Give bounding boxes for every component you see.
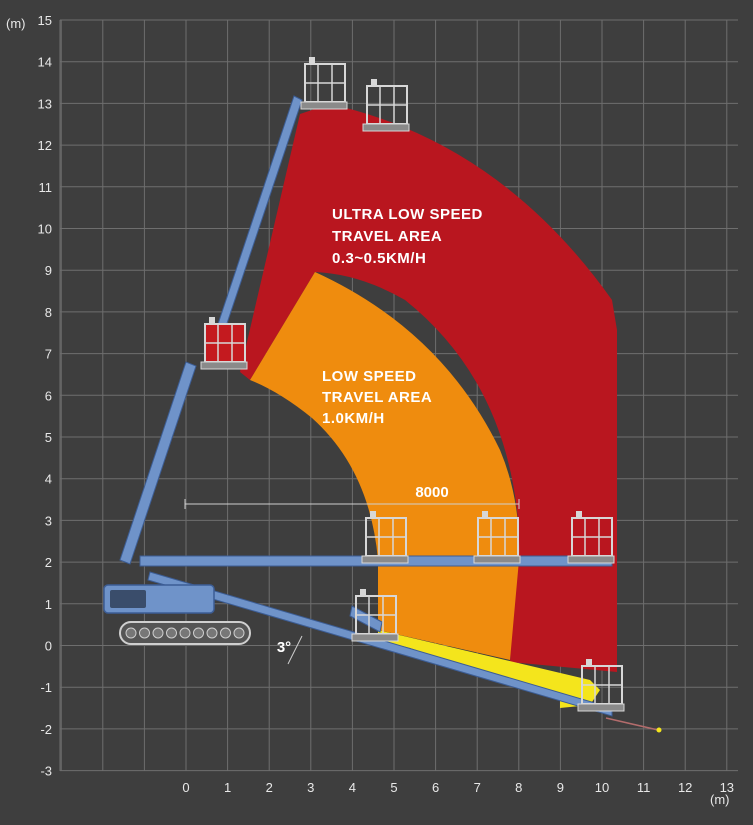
x-axis-ticks: 0 1 2 3 4 5 6 7 8 9 10 11 12 13 [182, 780, 734, 795]
y-tick-label: 12 [38, 138, 52, 153]
ultra-low-zone-label-line3: 0.3~0.5KM/H [332, 250, 426, 267]
y-tick-label: 5 [45, 430, 52, 445]
y-tick-label: 0 [45, 639, 52, 654]
basket-icon [362, 79, 410, 132]
y-tick-label: 1 [45, 597, 52, 612]
x-tick-label: 11 [637, 780, 651, 795]
x-tick-label: 4 [349, 780, 356, 795]
y-tick-label: 9 [45, 263, 52, 278]
ultra-low-speed-zone [240, 104, 617, 672]
y-tick-label: -3 [40, 764, 52, 779]
basket-icon [567, 511, 615, 564]
angle-marker [287, 635, 303, 665]
y-tick-label: 7 [45, 347, 52, 362]
y-tick-label: 4 [45, 472, 52, 487]
x-tick-label: 0 [182, 780, 189, 795]
y-tick-label: 3 [45, 513, 52, 528]
basket-icon [473, 511, 521, 564]
y-tick-label: -1 [40, 680, 52, 695]
x-tick-label: 13 [720, 780, 734, 795]
y-axis-unit: (m) [6, 16, 26, 31]
track-wheel [152, 627, 164, 639]
basket-icon [577, 659, 625, 712]
angle-label: 3° [277, 639, 291, 656]
track-wheel [233, 627, 245, 639]
basket-icon [300, 57, 348, 110]
track-wheel [206, 627, 218, 639]
low-zone-label-line1: LOW SPEED [322, 368, 417, 385]
cable-end-dot [656, 727, 662, 733]
x-tick-label: 2 [266, 780, 273, 795]
low-zone-label-line3: 1.0KM/H [322, 410, 385, 427]
crawler-carrier-icon [103, 584, 251, 645]
track-wheel [220, 627, 231, 639]
track-wheel [193, 627, 204, 639]
y-tick-label: 14 [38, 55, 52, 70]
x-tick-label: 7 [474, 780, 481, 795]
y-tick-label: 10 [38, 222, 52, 237]
x-tick-label: 10 [595, 780, 609, 795]
y-tick-label: 13 [38, 96, 52, 111]
track-wheel [166, 627, 177, 639]
x-axis-unit: (m) [710, 792, 730, 807]
y-tick-label: 15 [38, 13, 52, 28]
track-wheel [125, 627, 137, 639]
cable-tail [605, 717, 659, 731]
dimension-label: 8000 [415, 484, 448, 501]
x-tick-label: 9 [557, 780, 564, 795]
basket-icon [200, 317, 248, 370]
x-tick-label: 3 [307, 780, 314, 795]
track-wheel [139, 627, 150, 639]
ultra-low-zone-label-line2: TRAVEL AREA [332, 228, 442, 245]
basket-icon [361, 511, 409, 564]
y-tick-label: 8 [45, 305, 52, 320]
track-wheel [179, 627, 191, 639]
x-tick-label: 5 [390, 780, 397, 795]
basket-icon [351, 589, 399, 642]
x-tick-label: 8 [515, 780, 522, 795]
low-zone-label-line2: TRAVEL AREA [322, 389, 432, 406]
x-tick-label: 6 [432, 780, 439, 795]
y-tick-label: 2 [45, 555, 52, 570]
y-tick-label: 11 [39, 180, 53, 195]
x-tick-label: 12 [678, 780, 692, 795]
y-tick-label: 6 [45, 388, 52, 403]
x-tick-label: 1 [224, 780, 231, 795]
ultra-low-zone-label-line1: ULTRA LOW SPEED [332, 206, 483, 223]
y-tick-label: -2 [40, 722, 52, 737]
